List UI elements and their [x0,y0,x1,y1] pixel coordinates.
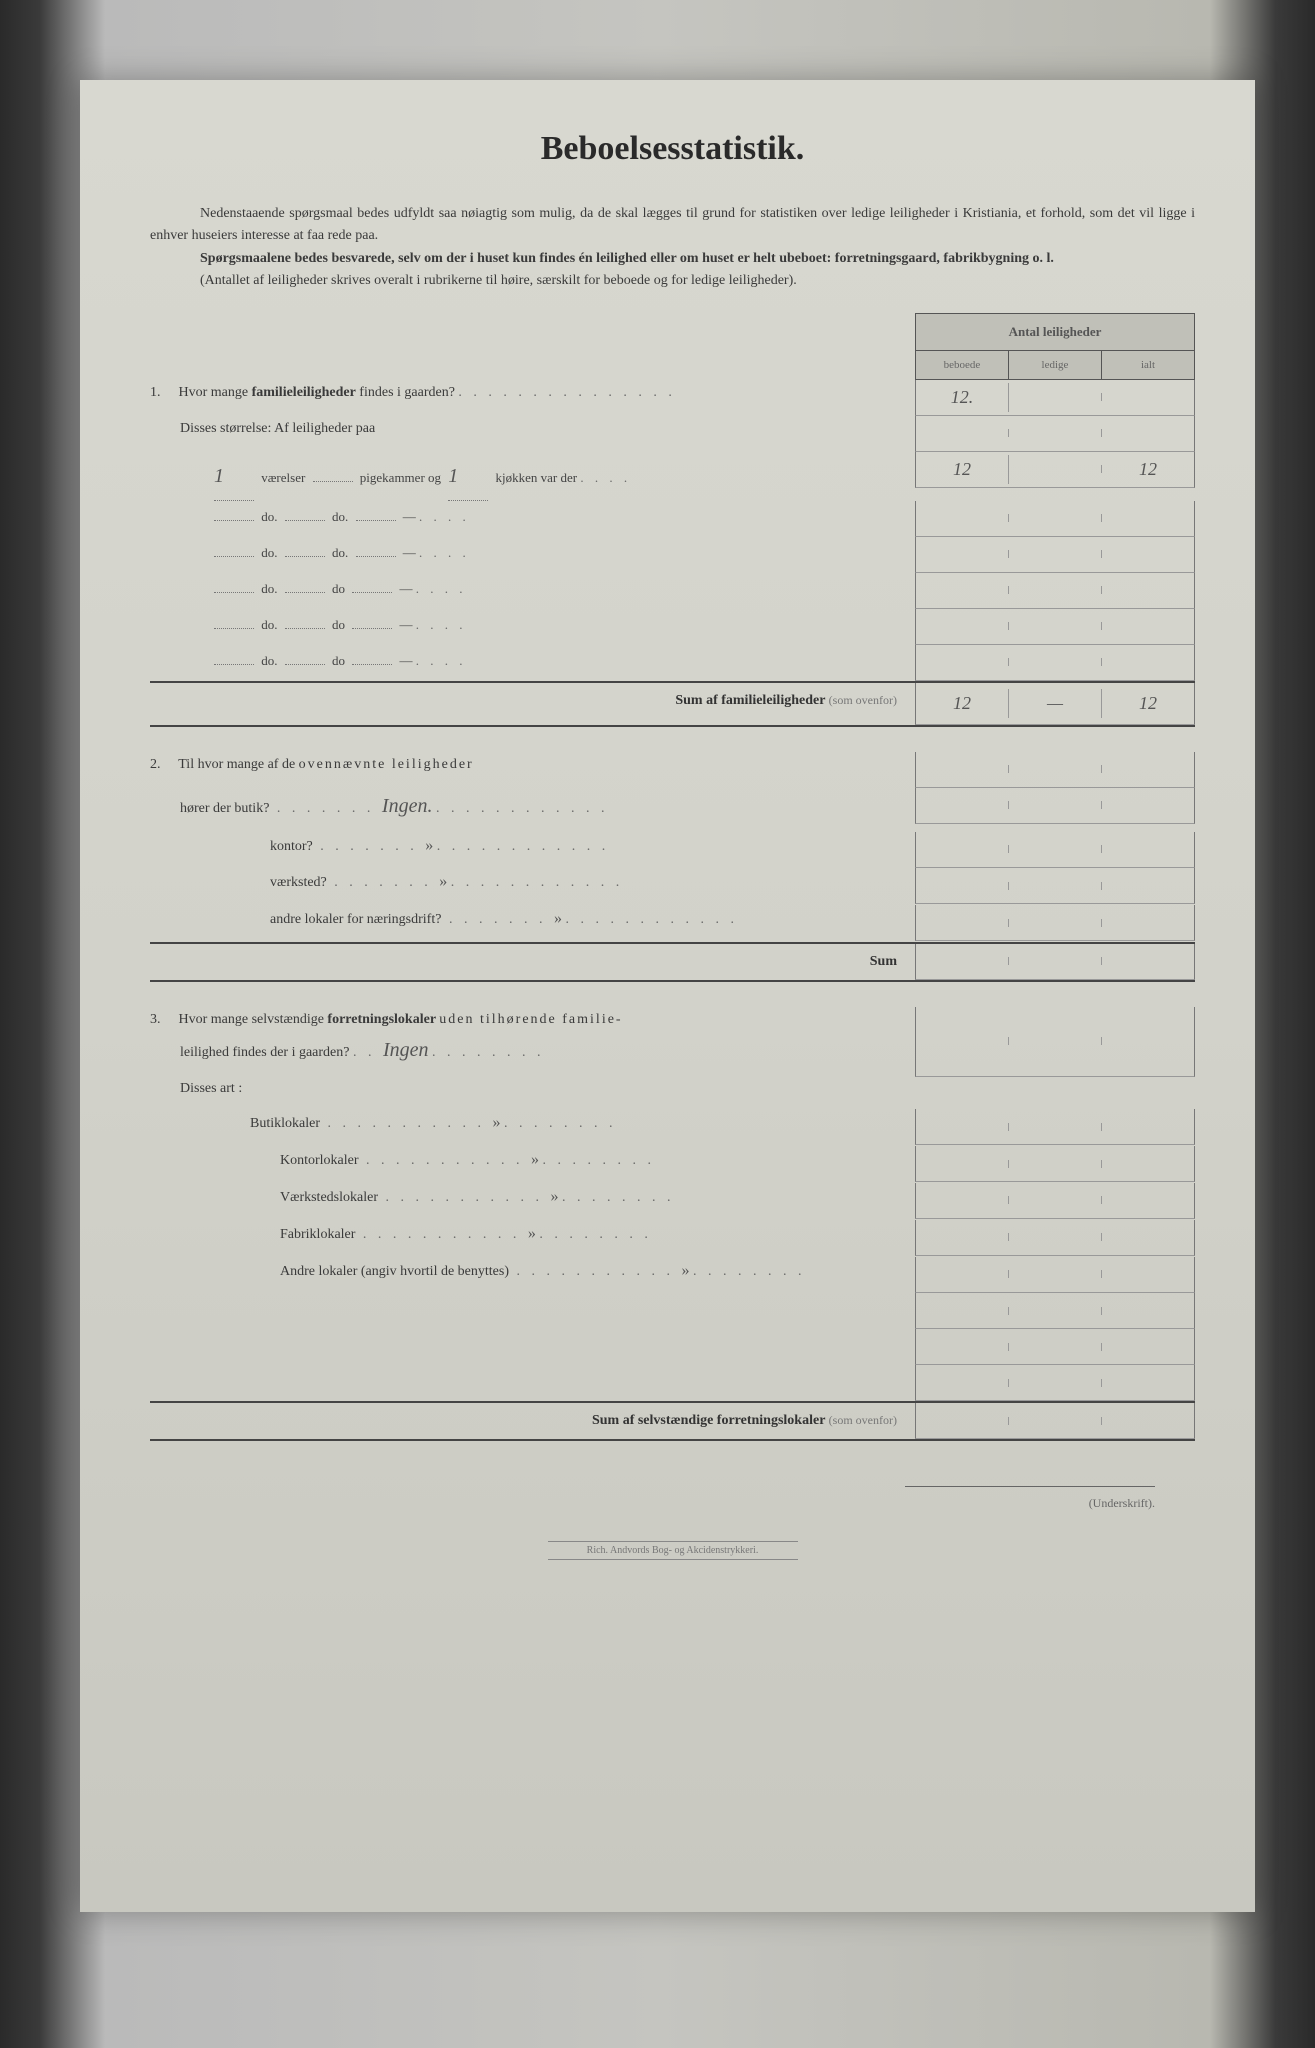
signature-label: (Underskrift). [1089,1496,1155,1510]
q1-text-a: Hvor mange [179,385,252,400]
q1-row-5-i [1102,658,1194,666]
q3-handwrite: Ingen [383,1032,429,1068]
q3-text-b: forretningslokaler [327,1012,439,1027]
q1-row-0-l [1009,465,1102,473]
intro-text-3: (Antallet af leiligheder skrives overalt… [200,273,797,288]
q1-row-5-b [916,658,1009,666]
q1-row-1-l [1009,514,1102,522]
q1-row-5: do. do — . . . . [150,645,907,676]
q3-subtitle: Disses art : [180,1081,242,1096]
question-2: 2. Til hvor mange af de ovennævnte leili… [150,752,907,777]
table-header-title: Antal leiligheder [916,314,1194,351]
q2-text-b: ovennævnte leiligheder [299,757,474,772]
q2-row-2: værksted? . . . . . . . » . . . . . . . … [150,868,907,897]
q1-text-b: familieleiligheder [252,385,356,400]
q1-row-4-b [916,622,1009,630]
q1-row-0: 1 værelser pigekammer og 1 kjøkken var d… [150,452,907,501]
q1-text-c: findes i gaarden? [359,385,455,400]
q3-number: 3. [150,1007,175,1032]
q1-sum-label: Sum af familieleiligheder (som ovenfor) [150,683,907,719]
q1-row-3: do. do — . . . . [150,573,907,604]
q3-row-4: Andre lokaler (angiv hvortil de benyttes… [150,1257,907,1286]
q1-value-beboede: 12. [916,383,1009,412]
q1-row-2-l [1009,550,1102,558]
q2-row-3: andre lokaler for næringsdrift? . . . . … [150,905,907,934]
q1-value-ialt [1102,393,1194,401]
q2-sum-label: Sum [150,944,907,980]
scan-background: Beboelsesstatistik. Nedenstaaende spørgs… [0,0,1315,2048]
col-header-beboede: beboede [916,351,1009,379]
intro-text-2: Spørgsmaalene bedes besvarede, selv om d… [200,251,1054,266]
q3-text-d: leilighed findes der i gaarden? [150,1045,349,1060]
q1-row-4: do. do — . . . . [150,609,907,640]
q2-text-a: Til hvor mange af de [178,757,298,772]
q1-row-3-b [916,586,1009,594]
q1-sum-b: 12 [916,689,1009,718]
intro-paragraph: Nedenstaaende spørgsmaal bedes udfyldt s… [150,203,1195,293]
question-1: 1. Hvor mange familieleiligheder findes … [150,380,907,405]
q1-row-0-b: 12 [916,455,1009,484]
q2-row-1: kontor? . . . . . . . » . . . . . . . . … [150,832,907,861]
q1-row-3-l [1009,586,1102,594]
signature-area: (Underskrift). [150,1481,1195,1511]
page-title: Beboelsesstatistik. [150,130,1195,168]
q1-subtitle: Disses størrelse: Af leiligheder paa [150,416,907,441]
q3-row-0: Butiklokaler . . . . . . . . . . . » . .… [150,1109,907,1138]
col-header-ledige: ledige [1009,351,1102,379]
q1-row-2-b [916,550,1009,558]
q1-row-4-l [1009,622,1102,630]
q1-row-2-i [1102,550,1194,558]
intro-text-1: Nedenstaaende spørgsmaal bedes udfyldt s… [150,206,1195,243]
q2-number: 2. [150,752,175,777]
q3-row-2: Værkstedslokaler . . . . . . . . . . . »… [150,1183,907,1212]
q1-row-4-i [1102,622,1194,630]
q1-row-0-i: 12 [1102,455,1194,484]
q3-sum-label: Sum af selvstændige forretningslokaler (… [150,1403,907,1439]
q3-text-a: Hvor mange selvstændige [179,1012,328,1027]
q1-row-2: do. do. — . . . . [150,537,907,568]
table-header: Antal leiligheder beboede ledige ialt [915,313,1195,380]
col-header-ialt: ialt [1102,351,1194,379]
q2-row-0: hører der butik? . . . . . . . Ingen. . … [150,788,907,824]
q3-row-1: Kontorlokaler . . . . . . . . . . . » . … [150,1146,907,1175]
dots: . . . . . . . . . . . . . . . [458,385,676,400]
q1-number: 1. [150,380,175,405]
q1-sum-i: 12 [1102,689,1194,718]
q3-text-c: uden tilhørende familie- [439,1012,622,1027]
q1-value-ledige [1009,393,1102,401]
q1-row-1: do. do. — . . . . [150,501,907,532]
q1-row-1-i [1102,514,1194,522]
document-page: Beboelsesstatistik. Nedenstaaende spørgs… [80,80,1255,1912]
q1-row-1-b [916,514,1009,522]
q1-row-5-l [1009,658,1102,666]
printer-footer: Rich. Andvords Bog- og Akcidenstrykkeri. [548,1541,798,1560]
question-3: 3. Hvor mange selvstændige forretningslo… [150,1007,907,1068]
q1-row-3-i [1102,586,1194,594]
q1-sum-l: — [1009,689,1102,718]
q3-row-3: Fabriklokaler . . . . . . . . . . . » . … [150,1220,907,1249]
